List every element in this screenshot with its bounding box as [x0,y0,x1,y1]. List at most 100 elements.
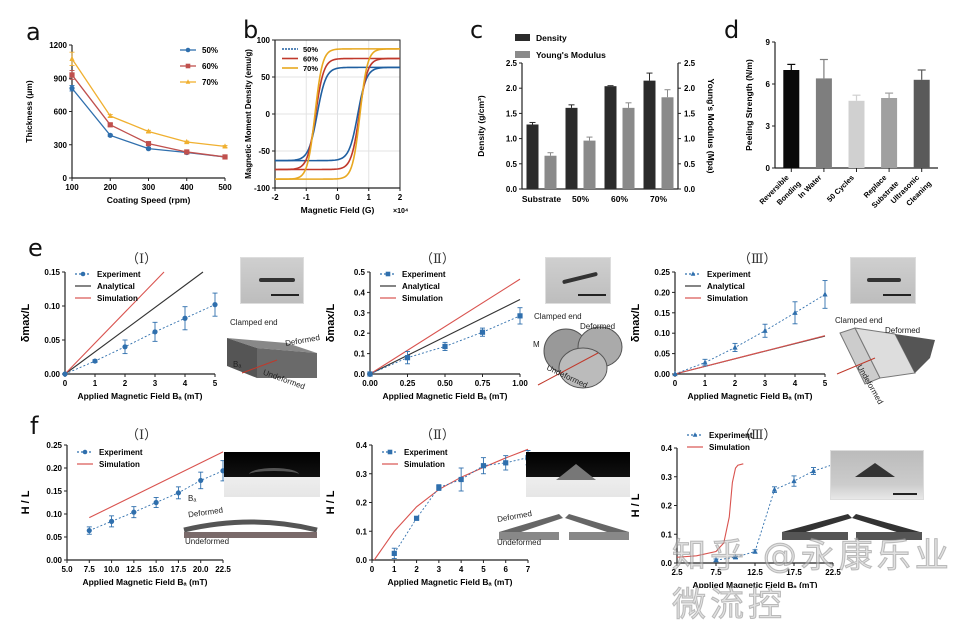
y-tick-label: 300 [54,141,68,150]
y-tick-label: 0 [266,110,271,119]
y-tick-label: 0.0 [506,185,518,194]
y-tick-label: 0.15 [654,309,670,318]
x-tick-label: 5.0 [61,565,73,574]
y2-tick-label: 1.5 [684,109,696,118]
x-tick-label: 15.0 [148,565,164,574]
data-point [107,122,113,128]
x-tick-label: 7.5 [710,568,722,577]
subpanel-title-e2: （Ⅱ） [420,252,455,267]
label-undeformed-f1: Undeformed [185,537,230,546]
x-tick-label: 1.00 [512,379,528,388]
data-point [131,509,137,515]
chart-c-density-modulus: 0.0 0.5 1.0 1.5 2.0 2.5 Density (g/cm³) 0.0 0.5 1… [476,33,716,204]
data-point [122,344,128,350]
y-tick-label: 0.3 [356,470,368,479]
subpanel-title-f1: （Ⅰ） [126,428,158,443]
label-undeformed-f2: Undeformed [497,538,542,547]
data-point [185,63,191,69]
x-tick-label: 5 [823,379,828,388]
legend-label: 60% [202,62,218,71]
y-tick-label: 0.0 [661,559,673,568]
y-axis-label: Magnetic Moment Density (emu/g) [244,49,253,179]
data-point [222,143,228,149]
data-point [175,490,182,496]
hysteresis-branch-descending [274,66,400,162]
series-experiment [64,304,216,375]
data-point [771,486,778,492]
panel-label-d: d [724,16,740,44]
inset-photo-f1 [224,452,320,497]
y-tick-label: 0.15 [44,268,60,277]
peak-shape [556,464,596,480]
legend-label: Simulation [404,460,445,469]
x-tick-label: 200 [104,183,118,192]
label-m-e2: M [533,340,540,349]
data-point [222,154,228,160]
data-point [184,138,190,145]
y2-tick-label: 0.0 [684,185,696,194]
bar [881,98,898,168]
y-tick-label: 0 [766,164,771,173]
x-tick-label: 0.25 [400,379,416,388]
data-point [762,327,768,333]
x-tick-label: 4 [793,379,798,388]
data-point [713,557,719,563]
subpanel-title-e1: （Ⅰ） [126,252,158,267]
inset-photo-e1 [240,257,304,304]
y-tick-label: 0.4 [354,288,366,297]
x-axis-label: Magnetic Field (G) [301,205,375,215]
data-point [404,355,411,361]
legend-label: Analytical [402,282,440,291]
label-clamped-end-e2: Clamped end [534,312,582,321]
schematic-f3 [782,514,922,540]
data-point [92,358,98,364]
x-tick-label: 0 [335,193,340,202]
legend-label: Simulation [99,460,140,469]
x-tick-label: 3 [437,565,442,574]
y-axis-label: Density (g/cm³) [476,95,486,157]
data-point [792,309,798,315]
x-tick-label: 17.5 [171,565,187,574]
series-simulation [676,463,744,558]
legend-label: Experiment [707,270,751,279]
x-exponent: ×10⁴ [393,208,409,215]
y2-tick-label: 2.5 [684,59,696,68]
y-tick-label: 100 [257,36,271,45]
scale-bar [578,294,606,296]
y-tick-label: 0.00 [46,556,62,565]
data-point [702,359,708,365]
legend-swatch [515,51,530,58]
legend-label: Experiment [402,270,446,279]
y2-axis-label: Young's Modulus (Mpa) [706,79,716,174]
panel-label-a: a [26,18,41,46]
bar [815,78,832,168]
y-tick-label: 600 [54,108,68,117]
x-tick-label: 3 [763,379,768,388]
bar [622,107,635,189]
x-tick-label: 2 [414,565,419,574]
y-axis-label: H / L [630,493,642,517]
x-tick-label: 1 [93,379,98,388]
y-tick-label: 0.5 [506,160,518,169]
chart-e3-deflection: 0.00 0.05 0.10 0.15 0.20 0.25 0 1 2 3 4 5 Applied Ma… [630,268,828,401]
y-tick-label: 0.10 [44,302,60,311]
x-tick-label: 0 [370,565,375,574]
data-point [436,484,442,491]
y-tick-label: 0.3 [661,473,673,482]
peak-shape [855,463,895,477]
panel-label-b: b [243,16,259,44]
x-axis-label: Applied Magnetic Field Bₐ (mT) [82,577,207,587]
legend-label: 50% [303,45,318,54]
x-tick-label: -1 [303,193,311,202]
y-tick-label: 0.2 [356,499,368,508]
scale-bar [893,493,917,495]
x-tick-label: 1 [392,565,397,574]
scale-bar [271,294,299,296]
series-simulation [89,451,224,519]
bar [913,79,930,168]
y-axis-label: δmax/L [630,303,642,342]
data-point [413,515,420,521]
y-axis-label: H / L [325,490,337,514]
bar [565,107,578,189]
y-tick-label: 2.0 [506,84,518,93]
